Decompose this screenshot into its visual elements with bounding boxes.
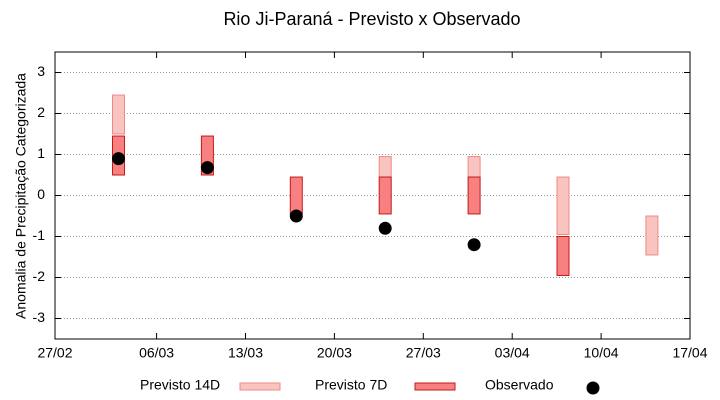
x-tick-label: 10/04 bbox=[584, 345, 619, 361]
y-tick-label: -2 bbox=[33, 268, 46, 284]
y-tick-label: 0 bbox=[37, 186, 45, 202]
legend-label: Previsto 7D bbox=[315, 377, 387, 393]
y-tick-label: -3 bbox=[33, 309, 46, 325]
chart-title: Rio Ji-Paraná - Previsto x Observado bbox=[223, 9, 520, 29]
range-bar bbox=[467, 156, 481, 178]
y-tick-label: 1 bbox=[37, 145, 45, 161]
observed-point bbox=[200, 161, 214, 175]
x-tick-label: 27/03 bbox=[406, 345, 441, 361]
observed-point bbox=[112, 152, 125, 166]
legend-swatch bbox=[239, 382, 281, 391]
x-tick-label: 06/03 bbox=[139, 345, 174, 361]
x-tick-label: 17/04 bbox=[672, 345, 707, 361]
y-tick-label: 2 bbox=[37, 104, 45, 120]
x-tick-label: 03/04 bbox=[495, 345, 530, 361]
range-bar bbox=[378, 176, 392, 215]
legend-label: Observado bbox=[485, 377, 554, 393]
range-bar bbox=[556, 236, 570, 276]
range-bar bbox=[556, 176, 570, 235]
range-bar bbox=[467, 176, 481, 215]
x-tick-label: 13/03 bbox=[228, 345, 263, 361]
observed-point bbox=[467, 238, 481, 252]
y-tick-label: -1 bbox=[33, 227, 46, 243]
y-axis-label: Anomalia de Precipitação Categorizada bbox=[13, 73, 29, 319]
y-tick-label: 3 bbox=[37, 63, 45, 79]
range-bar bbox=[645, 215, 659, 256]
legend-swatch bbox=[414, 382, 456, 391]
legend-label: Previsto 14D bbox=[140, 377, 220, 393]
observed-point bbox=[289, 209, 303, 223]
x-tick-label: 20/03 bbox=[317, 345, 352, 361]
range-bar bbox=[289, 176, 303, 215]
plot-frame bbox=[54, 51, 691, 340]
x-tick-label: 27/02 bbox=[37, 345, 72, 361]
range-bar bbox=[378, 156, 392, 178]
observed-point bbox=[378, 221, 392, 235]
legend-swatch bbox=[586, 381, 600, 395]
range-bar bbox=[112, 94, 125, 135]
